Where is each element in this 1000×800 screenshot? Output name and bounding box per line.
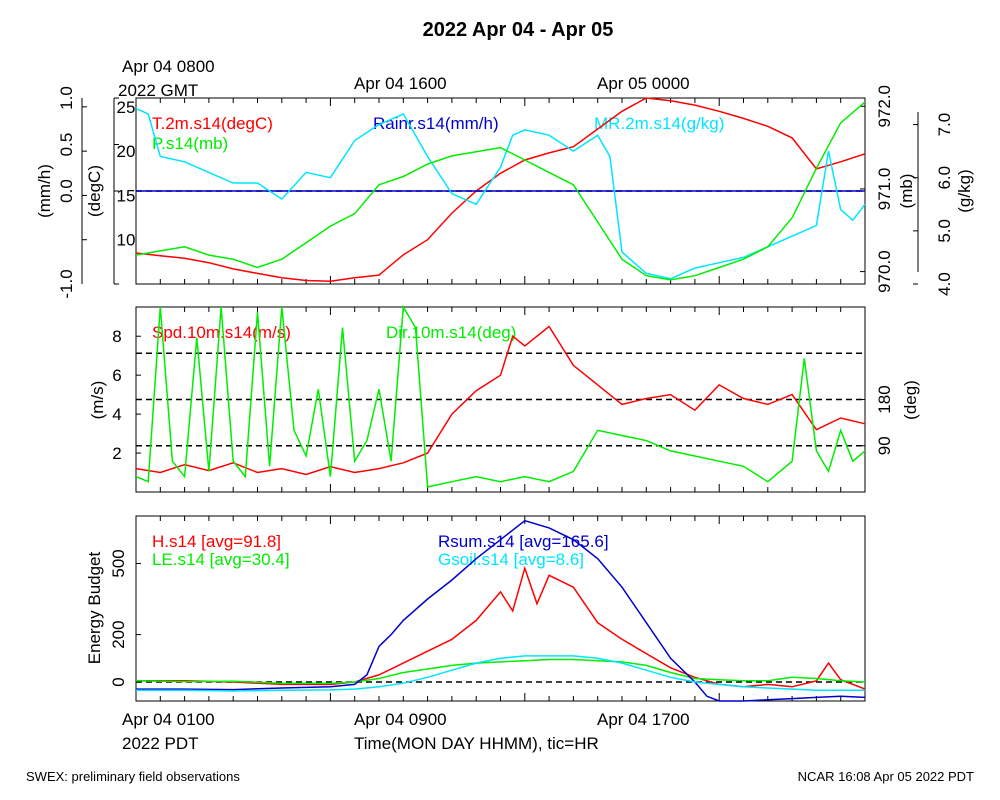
y-tick-label: 6.0 — [935, 166, 954, 190]
y-tick-label: 200 — [109, 620, 128, 648]
y-tick-label: 972.0 — [875, 85, 894, 128]
y-tick-label: 10 — [117, 231, 136, 250]
y-tick-label: 0.5 — [57, 133, 76, 157]
speed-axis-title: (m/s) — [88, 381, 107, 420]
energy-axis-title: Energy Budget — [85, 551, 104, 664]
y-tick-label: 90 — [875, 436, 894, 455]
pressure-axis-title: (mb) — [897, 174, 916, 209]
y-tick-label: 970.0 — [875, 250, 894, 293]
y-tick-label: 500 — [109, 549, 128, 577]
top-time-label-1-line2: 2022 GMT — [118, 81, 198, 100]
temp-axis-title: (degC) — [85, 165, 104, 217]
y-tick-label: 8 — [112, 327, 121, 346]
series-label-temp: T.2m.s14(degC) — [152, 114, 273, 133]
y-tick-label: 0 — [109, 677, 128, 686]
series-label-rsum: Rsum.s14 [avg=165.6] — [438, 532, 609, 551]
mixing-ratio-line — [135, 107, 866, 280]
x-axis-title: Time(MON DAY HHMM), tic=HR — [354, 734, 599, 753]
series-label-pressure: P.s14(mb) — [152, 134, 228, 153]
series-label-speed: Spd.10m.s14(m/s) — [152, 323, 291, 342]
y-tick-label: 1.0 — [57, 86, 76, 110]
y-tick-label: 4.0 — [935, 272, 954, 296]
mr-axis-title: (g/kg) — [955, 169, 974, 212]
y-tick-label: 971.0 — [875, 168, 894, 211]
y-tick-label: -1.0 — [57, 269, 76, 298]
footer-right: NCAR 16:08 Apr 05 2022 PDT — [798, 769, 974, 784]
pressure-line — [135, 101, 866, 281]
top-time-label-2: Apr 04 1600 — [354, 74, 447, 93]
bottom-time-label-3: Apr 04 1700 — [597, 710, 690, 729]
wind-direction-line — [135, 304, 866, 488]
top-time-label-1-line1: Apr 04 0800 — [122, 57, 215, 76]
footer-left: SWEX: preliminary field observations — [26, 769, 240, 784]
series-label-mr: MR.2m.s14(g/kg) — [594, 114, 724, 133]
bottom-time-label-1-line1: Apr 04 0100 — [122, 710, 215, 729]
direction-axis-title: (deg) — [901, 380, 920, 420]
rain-axis-title: (mm/h) — [35, 164, 54, 218]
temperature-line — [135, 97, 866, 283]
y-tick-label: 2 — [112, 444, 121, 463]
y-tick-label: 7.0 — [935, 113, 954, 137]
series-label-rain: Rainr.s14(mm/h) — [373, 114, 499, 133]
top-time-label-3: Apr 05 0000 — [597, 74, 690, 93]
bottom-time-label-1-line2: 2022 PDT — [122, 734, 199, 753]
y-tick-label: 0.0 — [57, 179, 76, 203]
bottom-time-label-2: Apr 04 0900 — [354, 710, 447, 729]
y-tick-label: 15 — [117, 186, 136, 205]
series-layer — [135, 97, 866, 702]
series-label-direction: Dir.10m.s14(deg) — [386, 323, 516, 342]
wind-speed-line — [135, 325, 866, 476]
y-tick-label: 5.0 — [935, 219, 954, 243]
net-radiation-line — [136, 519, 866, 702]
y-tick-label: 20 — [117, 142, 136, 161]
y-tick-label: 25 — [117, 98, 136, 117]
tick-layer: -1.00.00.51.010152025970.0971.0972.04.05… — [57, 85, 954, 701]
y-tick-label: 4 — [112, 405, 121, 424]
chart-title: 2022 Apr 04 - Apr 05 — [423, 19, 614, 41]
latent-heat-line — [135, 658, 866, 684]
sensible-heat-line — [136, 565, 866, 690]
series-label-h: H.s14 [avg=91.8] — [152, 532, 281, 551]
y-tick-label: 180 — [875, 385, 894, 413]
y-tick-label: 6 — [112, 366, 121, 385]
series-label-le: LE.s14 [avg=30.4] — [152, 550, 290, 569]
series-label-gsoil: Gsoil.s14 [avg=8.6] — [438, 550, 584, 569]
soil-heat-flux-line — [136, 655, 865, 692]
